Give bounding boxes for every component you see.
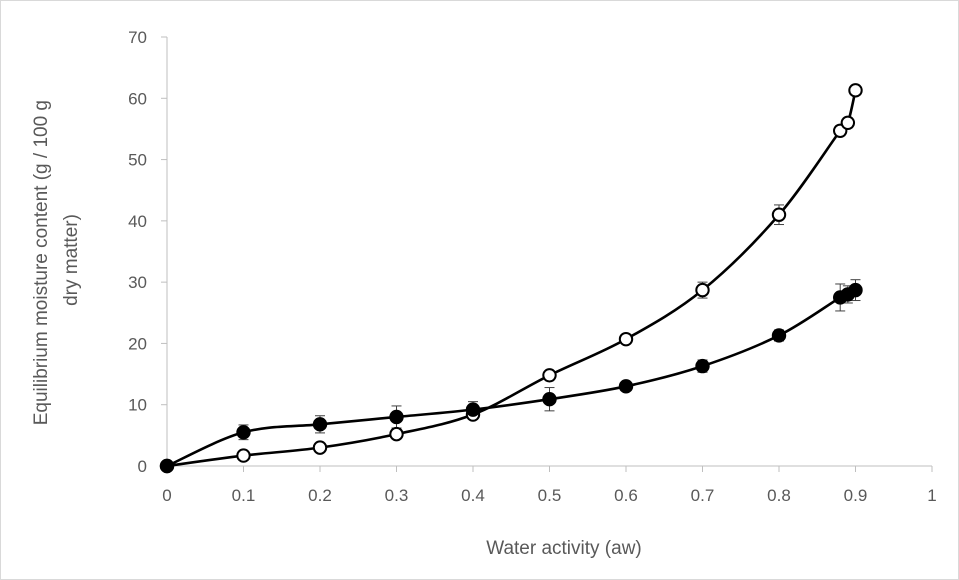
series-1-point <box>236 448 251 463</box>
x-tick-label: 0.4 <box>461 486 485 505</box>
series-2-point <box>312 417 328 432</box>
series-2-point <box>618 379 634 394</box>
series-2-point <box>848 282 863 298</box>
series-2-point <box>695 358 710 374</box>
x-tick-label: 0.1 <box>232 486 256 505</box>
series-1-point <box>840 115 856 131</box>
x-tick-label: 0.5 <box>538 486 562 505</box>
series-2-point <box>159 458 175 474</box>
series-1-point <box>618 331 634 347</box>
series-1-point <box>695 282 710 298</box>
y-tick-label: 40 <box>128 212 147 231</box>
y-axis-title: Equilibrium moisture content (g / 100 g … <box>31 95 82 426</box>
x-tick-label: 0.8 <box>767 486 791 505</box>
y-axis-title-line-1: Equilibrium moisture content (g / 100 g <box>31 100 52 425</box>
series-2-point <box>465 402 481 417</box>
series-2-line <box>166 288 857 468</box>
x-tick-label: 0.6 <box>614 486 638 505</box>
y-axis-title-line-2: dry matter) <box>61 214 82 306</box>
y-tick-label: 0 <box>138 457 147 476</box>
series-2-point <box>542 391 557 407</box>
x-axis-title: Water activity (aw) <box>486 538 642 559</box>
series-2-point <box>389 409 404 425</box>
y-tick-label: 70 <box>128 28 147 47</box>
series-1-point <box>771 207 787 222</box>
series-2-point <box>236 425 251 440</box>
series-2-point <box>771 328 787 343</box>
x-tick-label: 1 <box>927 486 936 505</box>
y-tick-label: 10 <box>128 396 147 415</box>
series-lines <box>166 90 857 468</box>
x-tick-label: 0.7 <box>691 486 715 505</box>
series-1-point <box>542 368 557 383</box>
series-1-line <box>166 90 857 468</box>
x-tick-label: 0.2 <box>308 486 332 505</box>
x-tick-label: 0 <box>162 486 171 505</box>
series-1-point <box>848 83 863 98</box>
y-tick-label: 30 <box>128 273 147 292</box>
x-tick-label: 0.3 <box>385 486 409 505</box>
axes: 0 0.1 0.2 0.3 0.4 0.5 0.6 0.7 0.8 0.9 101020304050… <box>128 28 937 505</box>
series-1-point <box>312 440 328 455</box>
y-tick-label: 20 <box>128 334 147 353</box>
x-tick-label: 0.9 <box>844 486 868 505</box>
series-1-point <box>389 426 404 442</box>
y-tick-label: 50 <box>128 151 147 170</box>
series-markers <box>159 83 863 474</box>
y-tick-label: 60 <box>128 89 147 108</box>
